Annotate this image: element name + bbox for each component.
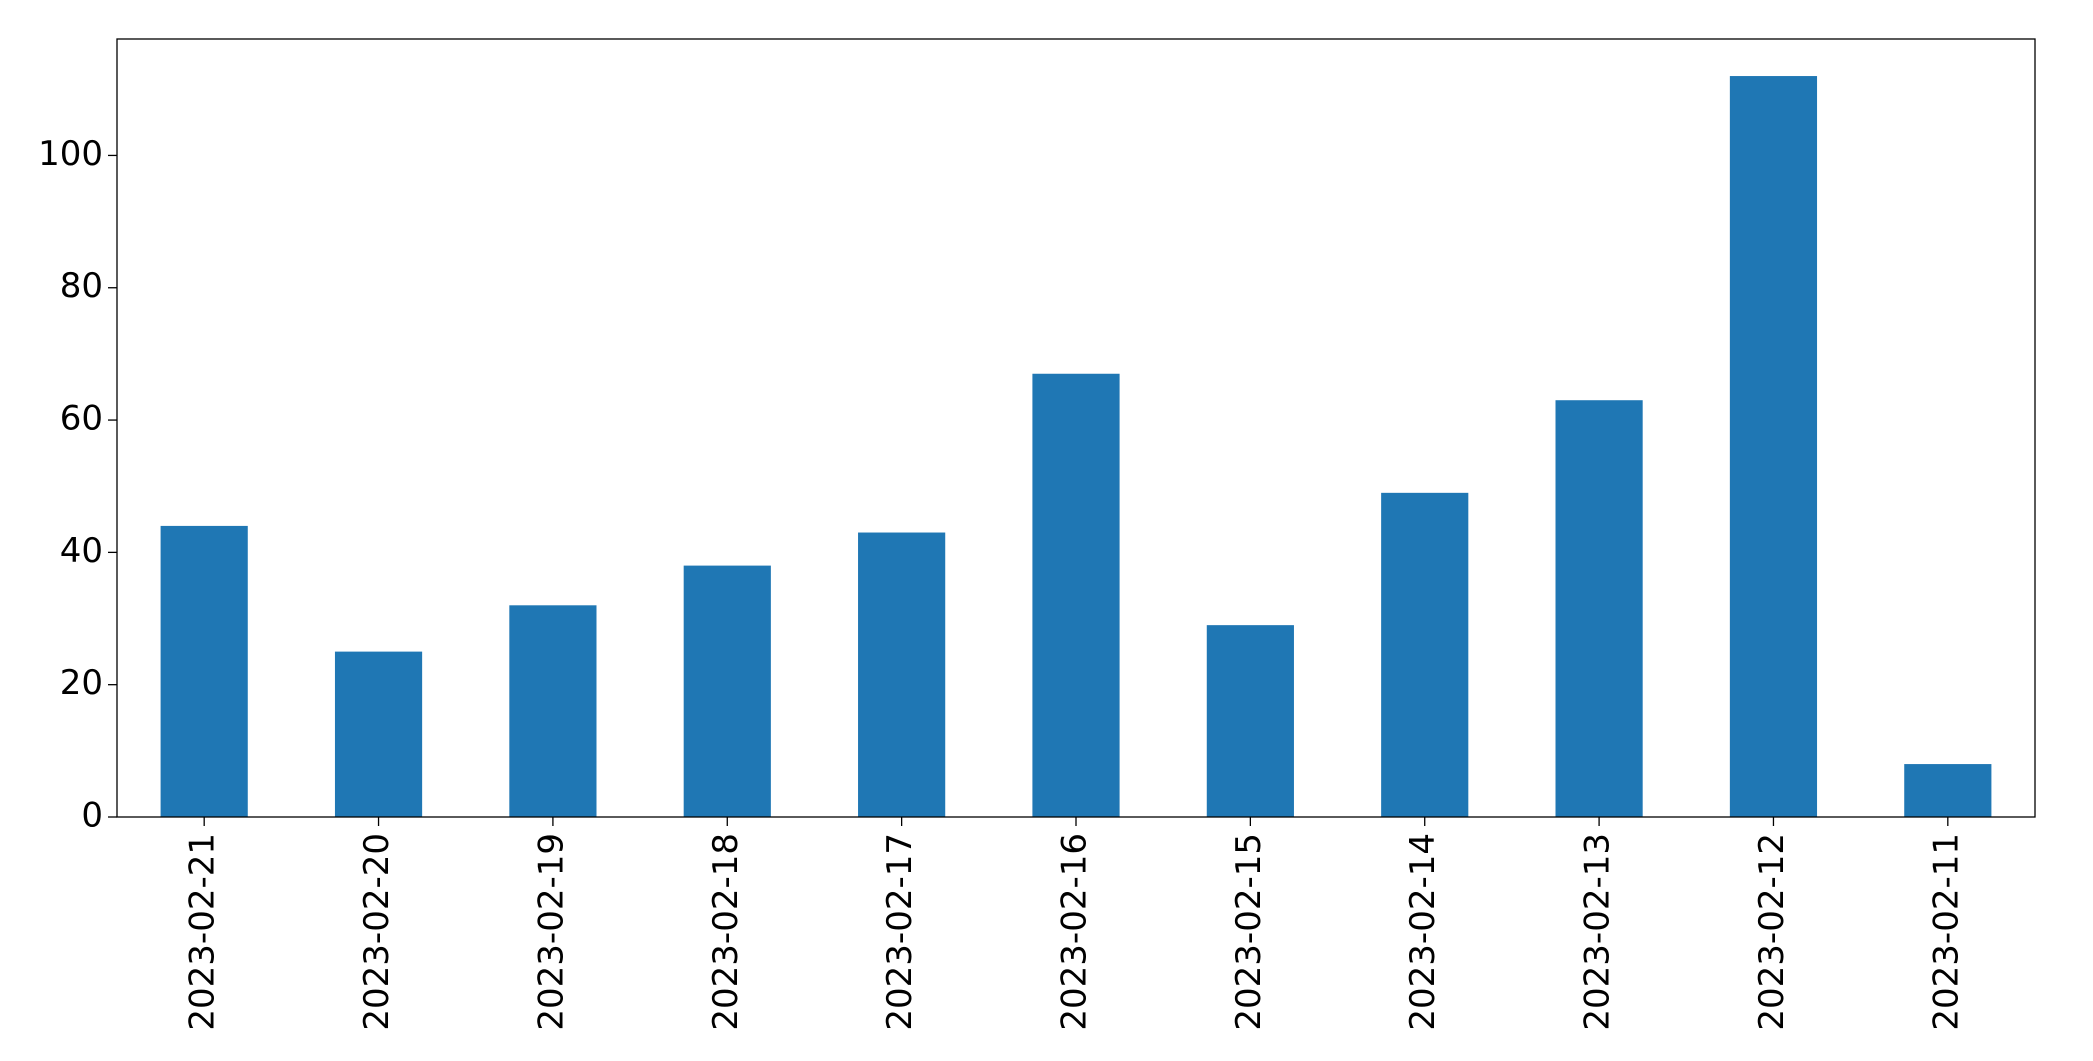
x-tick-label: 2023-02-19 [531, 833, 571, 1031]
x-tick-label: 2023-02-15 [1229, 833, 1269, 1031]
x-tick-label: 2023-02-12 [1752, 833, 1792, 1031]
y-tick-label: 80 [60, 266, 103, 306]
x-tick-label: 2023-02-14 [1403, 833, 1443, 1031]
y-tick-label: 0 [81, 796, 103, 836]
x-tick-label: 2023-02-13 [1578, 833, 1618, 1031]
x-tick-label: 2023-02-16 [1055, 833, 1095, 1031]
y-tick-label: 20 [60, 663, 103, 703]
x-tick-label: 2023-02-18 [706, 833, 746, 1031]
x-tick-label: 2023-02-11 [1926, 833, 1966, 1031]
bar [683, 565, 771, 817]
bar [1381, 492, 1469, 817]
bar [1206, 625, 1294, 817]
bar [1555, 400, 1643, 817]
plot-area [160, 76, 1992, 818]
bar [858, 532, 946, 817]
bar [334, 651, 423, 817]
bar [1904, 764, 1992, 817]
x-tick-label: 2023-02-21 [183, 833, 223, 1031]
y-tick-label: 100 [38, 134, 103, 174]
bar [509, 605, 597, 817]
bar [1032, 373, 1120, 817]
bar [160, 525, 248, 817]
bar [1729, 76, 1818, 818]
y-tick-label: 60 [60, 399, 103, 439]
y-tick-label: 40 [60, 531, 103, 571]
x-tick-label: 2023-02-17 [880, 833, 920, 1031]
x-tick-label: 2023-02-20 [357, 833, 397, 1031]
